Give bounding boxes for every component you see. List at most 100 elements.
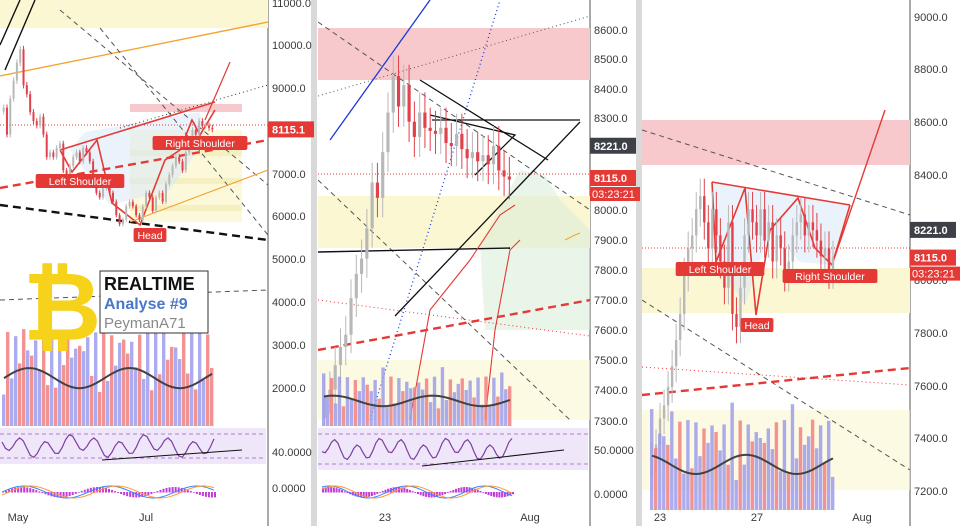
volume-bar <box>102 312 106 426</box>
candle-body <box>682 274 686 314</box>
candle-body <box>507 176 511 180</box>
candle-body <box>759 209 762 236</box>
macd-histogram-bar <box>444 492 447 495</box>
macd-histogram-bar <box>484 492 487 494</box>
candle-body <box>194 130 197 135</box>
current-price-tag-bg <box>590 137 636 154</box>
macd-histogram-bar <box>370 492 373 497</box>
branding-subtitle: Analyse #9 <box>104 296 188 313</box>
branding-box <box>99 270 209 334</box>
price-tick-label: 7400.0 <box>914 433 948 445</box>
bitcoin-logo-icon: ₿ <box>23 254 101 361</box>
macd-histogram-bar <box>438 492 441 497</box>
candle-body <box>699 196 702 210</box>
candle-body <box>795 222 798 236</box>
macd-histogram-bar <box>460 487 463 493</box>
candle-body <box>771 222 774 262</box>
volume-moving-average <box>3 367 213 390</box>
macd-histogram-bar <box>150 492 153 495</box>
candle-body <box>161 192 164 202</box>
macd-histogram-bar <box>165 487 168 493</box>
volume-bar <box>798 427 803 510</box>
volume-bar <box>118 342 122 426</box>
volume-bar <box>46 385 50 426</box>
candle-body <box>743 235 746 288</box>
candle-body <box>158 192 161 198</box>
candle-body <box>128 201 131 207</box>
volume-bar <box>654 448 658 510</box>
candle-body <box>502 170 506 177</box>
volume-bar <box>210 367 214 426</box>
volume-bar <box>138 334 142 426</box>
candle-body <box>211 127 214 130</box>
candle-body <box>9 98 12 135</box>
volume-bar <box>666 444 670 510</box>
volume-bar <box>686 420 690 510</box>
volume-panel-right <box>650 402 835 510</box>
macd-histogram-bar <box>487 492 490 496</box>
candle-body <box>687 248 690 275</box>
pattern-label-bg <box>675 262 765 276</box>
volume-bar <box>750 441 754 510</box>
macd-histogram-bar <box>89 487 92 493</box>
price-tick-label: 7000.0 <box>272 169 306 181</box>
volume-bar <box>484 376 488 426</box>
macd-histogram-bar <box>59 492 62 498</box>
dashed-trend <box>642 299 910 471</box>
volume-bar <box>758 437 763 510</box>
candle-body <box>827 248 831 272</box>
macd-histogram-bar <box>117 492 120 493</box>
candle-body <box>22 49 25 86</box>
candle-body <box>747 209 750 236</box>
branding: ₿ REALTIME Analyse #9 PeymanA71 <box>23 254 209 361</box>
candle-body <box>82 147 85 162</box>
candle-body <box>344 334 348 347</box>
candle-body <box>135 206 138 216</box>
candle-body <box>735 313 738 327</box>
macd-histogram-bar <box>455 488 457 493</box>
dashed-trend <box>642 366 910 397</box>
price-tick-label: 11000.0 <box>272 0 311 10</box>
macd-histogram-bar <box>192 492 195 493</box>
volume-bar <box>428 402 433 426</box>
volume-bar <box>476 377 480 426</box>
macd-histogram-bar <box>195 492 198 494</box>
volume-bar <box>377 398 381 426</box>
macd-histogram-bar <box>20 487 23 493</box>
price-tick-label: 7300.0 <box>594 416 628 428</box>
volume-bar <box>810 419 815 510</box>
macd-histogram-bar <box>2 492 4 493</box>
volume-bar <box>718 450 722 510</box>
macd-histogram-bar <box>354 492 357 497</box>
volume-bar <box>405 381 409 426</box>
candle-body <box>727 222 730 288</box>
volume-bar <box>710 425 714 510</box>
volume-bar <box>436 408 441 426</box>
macd-histogram-bar <box>171 487 174 493</box>
volume-bar <box>182 321 186 426</box>
macd-histogram-bar <box>365 492 368 498</box>
candle-body <box>35 121 38 126</box>
candle-body <box>486 155 490 165</box>
macd-histogram-bar <box>168 487 171 493</box>
price-tick-label: 7500.0 <box>594 355 628 367</box>
candle-body <box>407 85 411 122</box>
candle-body <box>32 112 35 122</box>
candle-body <box>779 235 782 249</box>
macd-histogram-bar <box>425 492 428 497</box>
candle-body <box>799 214 803 223</box>
volume-bar <box>94 332 98 426</box>
moving-average <box>564 232 581 241</box>
candle-body <box>455 133 459 147</box>
volume-bar <box>706 442 710 510</box>
pattern-label-bg <box>152 136 248 150</box>
candle-body <box>412 121 416 137</box>
macd-histogram-bar <box>465 487 468 493</box>
candle-body <box>719 235 722 262</box>
dashed-trend <box>0 203 268 242</box>
candle-body <box>15 62 18 81</box>
candle-body <box>108 183 111 193</box>
macd-histogram-bar <box>452 489 455 493</box>
macd-histogram-bar <box>5 490 8 493</box>
volume-bar <box>468 380 472 426</box>
